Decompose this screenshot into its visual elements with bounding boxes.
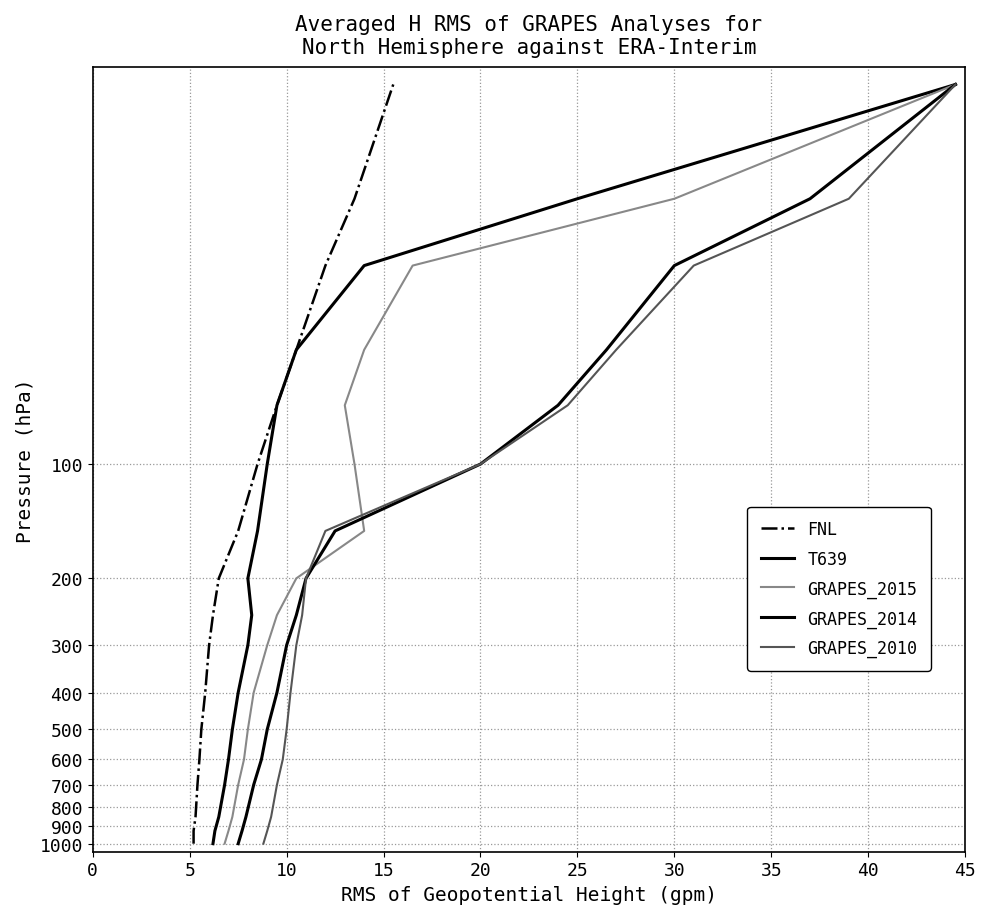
GRAPES_2014 bbox=[949, 80, 961, 91]
GRAPES_2014 bbox=[475, 460, 487, 471]
FNL bbox=[189, 811, 201, 823]
GRAPES_2010 bbox=[271, 779, 282, 790]
FNL bbox=[193, 754, 205, 766]
GRAPES_2015 bbox=[358, 345, 370, 356]
T639 bbox=[219, 779, 231, 790]
GRAPES_2015 bbox=[262, 640, 274, 651]
GRAPES_2014 bbox=[290, 610, 302, 621]
GRAPES_2014 bbox=[804, 194, 816, 205]
GRAPES_2015 bbox=[406, 261, 418, 272]
FNL bbox=[187, 838, 199, 849]
T639 bbox=[207, 838, 219, 849]
GRAPES_2010 bbox=[284, 687, 296, 698]
FNL bbox=[387, 80, 399, 91]
GRAPES_2010 bbox=[843, 194, 855, 205]
GRAPES_2015 bbox=[949, 80, 961, 91]
FNL bbox=[207, 610, 219, 621]
GRAPES_2014 bbox=[280, 640, 292, 651]
GRAPES_2015 bbox=[232, 779, 244, 790]
T639 bbox=[213, 811, 225, 823]
T639 bbox=[949, 80, 961, 91]
T639 bbox=[232, 687, 244, 698]
FNL bbox=[213, 573, 225, 584]
GRAPES_2015 bbox=[242, 724, 254, 735]
GRAPES_2015 bbox=[349, 460, 361, 471]
GRAPES_2015 bbox=[271, 610, 282, 621]
FNL bbox=[187, 825, 199, 836]
Title: Averaged H RMS of GRAPES Analyses for
North Hemisphere against ERA-Interim: Averaged H RMS of GRAPES Analyses for No… bbox=[295, 15, 762, 58]
GRAPES_2010 bbox=[562, 401, 574, 412]
Line: GRAPES_2010: GRAPES_2010 bbox=[264, 85, 955, 844]
GRAPES_2010 bbox=[300, 573, 312, 584]
GRAPES_2014 bbox=[262, 724, 274, 735]
GRAPES_2010 bbox=[258, 838, 270, 849]
T639 bbox=[242, 573, 254, 584]
GRAPES_2015 bbox=[238, 754, 250, 766]
Line: T639: T639 bbox=[213, 85, 955, 844]
FNL bbox=[271, 401, 282, 412]
GRAPES_2010 bbox=[319, 526, 331, 537]
Y-axis label: Pressure (hPa): Pressure (hPa) bbox=[15, 378, 34, 542]
GRAPES_2014 bbox=[552, 401, 564, 412]
T639 bbox=[290, 345, 302, 356]
Line: GRAPES_2015: GRAPES_2015 bbox=[225, 85, 955, 844]
FNL bbox=[252, 460, 264, 471]
GRAPES_2015 bbox=[339, 401, 351, 412]
T639 bbox=[252, 526, 264, 537]
GRAPES_2010 bbox=[266, 811, 277, 823]
Line: FNL: FNL bbox=[193, 85, 393, 844]
GRAPES_2010 bbox=[290, 640, 302, 651]
GRAPES_2010 bbox=[276, 754, 288, 766]
GRAPES_2014 bbox=[329, 526, 341, 537]
T639 bbox=[209, 825, 221, 836]
GRAPES_2015 bbox=[290, 573, 302, 584]
Line: GRAPES_2014: GRAPES_2014 bbox=[238, 85, 955, 844]
FNL bbox=[191, 779, 203, 790]
GRAPES_2010 bbox=[949, 80, 961, 91]
FNL bbox=[203, 640, 215, 651]
GRAPES_2014 bbox=[601, 345, 612, 356]
GRAPES_2010 bbox=[262, 825, 274, 836]
GRAPES_2014 bbox=[236, 825, 248, 836]
GRAPES_2014 bbox=[668, 261, 680, 272]
GRAPES_2014 bbox=[271, 687, 282, 698]
X-axis label: RMS of Geopotential Height (gpm): RMS of Geopotential Height (gpm) bbox=[341, 885, 716, 904]
GRAPES_2015 bbox=[668, 194, 680, 205]
GRAPES_2014 bbox=[240, 811, 252, 823]
T639 bbox=[271, 401, 282, 412]
GRAPES_2014 bbox=[248, 779, 260, 790]
FNL bbox=[319, 261, 331, 272]
GRAPES_2010 bbox=[688, 261, 700, 272]
GRAPES_2015 bbox=[248, 687, 260, 698]
FNL bbox=[199, 687, 211, 698]
T639 bbox=[246, 610, 258, 621]
T639 bbox=[226, 724, 238, 735]
FNL bbox=[195, 724, 207, 735]
GRAPES_2015 bbox=[358, 526, 370, 537]
FNL bbox=[232, 526, 244, 537]
FNL bbox=[349, 194, 361, 205]
Legend: FNL, T639, GRAPES_2015, GRAPES_2014, GRAPES_2010: FNL, T639, GRAPES_2015, GRAPES_2014, GRA… bbox=[747, 507, 931, 671]
GRAPES_2010 bbox=[610, 345, 622, 356]
GRAPES_2010 bbox=[296, 610, 308, 621]
FNL bbox=[290, 345, 302, 356]
GRAPES_2014 bbox=[300, 573, 312, 584]
T639 bbox=[242, 640, 254, 651]
GRAPES_2014 bbox=[256, 754, 268, 766]
T639 bbox=[262, 460, 274, 471]
GRAPES_2014 bbox=[232, 838, 244, 849]
GRAPES_2015 bbox=[223, 825, 235, 836]
T639 bbox=[223, 754, 235, 766]
T639 bbox=[358, 261, 370, 272]
GRAPES_2010 bbox=[475, 460, 487, 471]
GRAPES_2010 bbox=[280, 724, 292, 735]
GRAPES_2015 bbox=[226, 811, 238, 823]
GRAPES_2015 bbox=[219, 838, 231, 849]
T639 bbox=[572, 194, 584, 205]
